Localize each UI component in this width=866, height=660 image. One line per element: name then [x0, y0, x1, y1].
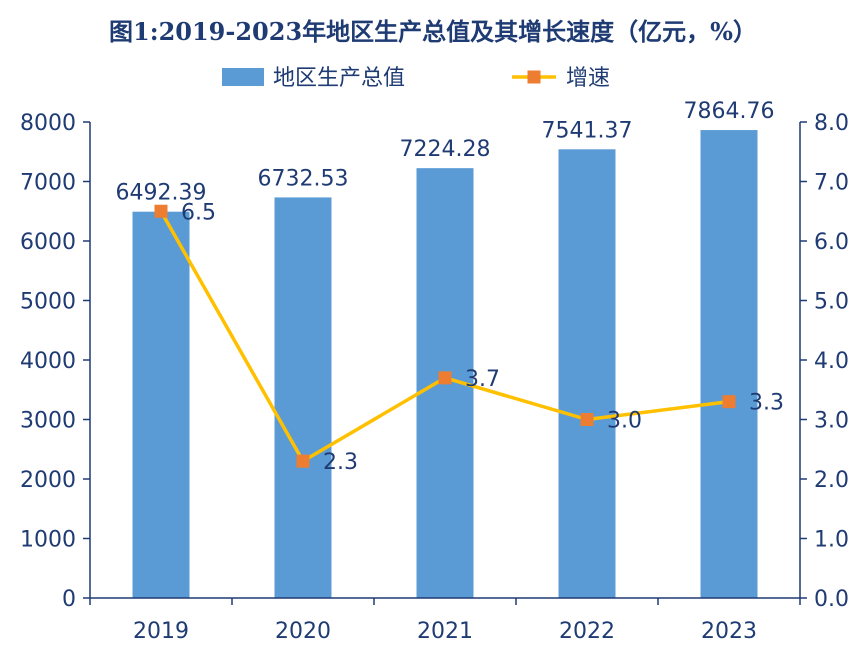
legend-swatch-bar — [222, 68, 264, 86]
y-left-tick-label: 2000 — [20, 468, 76, 493]
y-left-tick-label: 6000 — [20, 230, 76, 255]
y-right-tick-label: 6.0 — [814, 230, 849, 255]
growth-marker-2019 — [154, 204, 168, 218]
y-left-tick-label: 3000 — [20, 409, 76, 434]
bar-data-label: 7864.76 — [684, 99, 775, 124]
chart-title: 图1:2019-2023年地区生产总值及其增长速度（亿元，%） — [109, 17, 757, 46]
x-tick-label-2019: 2019 — [133, 619, 189, 644]
growth-data-label: 6.5 — [181, 200, 216, 225]
bar-2019 — [132, 211, 190, 598]
y-right-tick-label: 3.0 — [814, 409, 849, 434]
bar-data-label: 6732.53 — [258, 166, 349, 191]
y-right-tick-label: 4.0 — [814, 349, 849, 374]
legend-label-line: 增速 — [566, 66, 610, 91]
growth-marker-2021 — [438, 371, 452, 385]
bar-data-label: 7224.28 — [400, 137, 491, 162]
bar-2022 — [558, 149, 616, 598]
y-left-tick-label: 5000 — [20, 290, 76, 315]
y-left-tick-label: 0 — [62, 587, 76, 612]
y-left-tick-label: 1000 — [20, 528, 76, 553]
bar-2020 — [274, 197, 332, 598]
growth-data-label: 2.3 — [323, 450, 358, 475]
y-left-tick-label: 8000 — [20, 111, 76, 136]
bar-data-label: 6492.39 — [116, 181, 207, 206]
y-right-tick-label: 2.0 — [814, 468, 849, 493]
growth-marker-2023 — [722, 395, 736, 409]
growth-data-label: 3.7 — [465, 367, 500, 392]
y-right-tick-label: 7.0 — [814, 171, 849, 196]
growth-marker-2022 — [580, 413, 594, 426]
growth-data-label: 3.0 — [607, 409, 642, 434]
y-left-tick-label: 4000 — [20, 349, 76, 374]
x-tick-label-2023: 2023 — [701, 619, 757, 644]
bar-2023 — [700, 130, 758, 598]
growth-data-label: 3.3 — [749, 391, 784, 416]
legend-swatch-marker — [527, 70, 541, 84]
growth-marker-2020 — [296, 454, 310, 468]
y-right-tick-label: 5.0 — [814, 290, 849, 315]
x-tick-label-2021: 2021 — [417, 619, 473, 644]
y-right-tick-label: 0.0 — [814, 587, 849, 612]
y-right-tick-label: 8.0 — [814, 111, 849, 136]
x-tick-label-2020: 2020 — [275, 619, 331, 644]
x-tick-label-2022: 2022 — [559, 619, 615, 644]
y-right-tick-label: 1.0 — [814, 528, 849, 553]
bar-data-label: 7541.37 — [542, 118, 633, 143]
y-left-tick-label: 7000 — [20, 171, 76, 196]
legend-label-bar: 地区生产总值 — [273, 66, 405, 91]
